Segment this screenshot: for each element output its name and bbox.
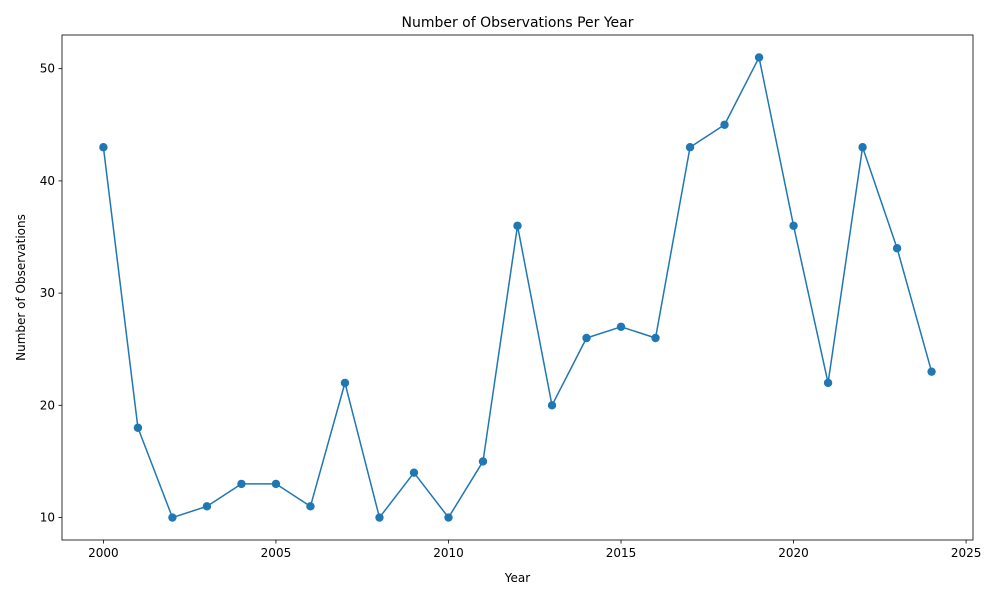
y-tick-label: 30 <box>40 286 55 300</box>
data-point <box>513 221 522 230</box>
data-point <box>547 401 557 410</box>
data-point <box>720 120 729 129</box>
plot-area: 2000 2005 2010 2015 2020 2025 10 20 30 40 50 <box>40 34 982 560</box>
y-axis-title: Number of Observations <box>14 214 28 361</box>
y-tick-label: 50 <box>40 62 55 76</box>
data-point <box>271 479 281 489</box>
data-point <box>789 221 798 230</box>
data-point <box>340 378 350 388</box>
data-point <box>582 333 591 343</box>
y-tick-label: 20 <box>40 398 55 412</box>
data-point <box>616 322 626 331</box>
data-point <box>685 143 695 152</box>
data-point <box>478 457 488 466</box>
x-tick-label: 2005 <box>261 546 292 560</box>
data-point <box>133 423 143 432</box>
data-point <box>927 367 936 376</box>
y-tick-label: 10 <box>40 511 55 525</box>
data-point <box>858 143 867 152</box>
data-point <box>168 513 177 522</box>
data-point <box>237 479 246 489</box>
x-tick-label: 2010 <box>433 546 464 560</box>
chart-title: Number of Observations Per Year <box>401 15 633 31</box>
x-tick-label: 2020 <box>778 546 809 560</box>
data-point <box>306 502 315 511</box>
data-point <box>823 378 833 388</box>
data-point <box>651 333 660 343</box>
y-tick-label: 40 <box>40 174 55 188</box>
data-point <box>444 513 453 522</box>
x-axis-title: Year <box>504 571 530 585</box>
data-point <box>409 468 419 477</box>
data-point <box>202 502 212 511</box>
plot-frame <box>61 34 974 541</box>
series-line <box>102 56 933 519</box>
x-tick-label: 2015 <box>606 546 637 560</box>
data-point <box>99 143 108 152</box>
x-tick-label: 2000 <box>88 546 119 560</box>
data-point <box>375 513 384 522</box>
data-point <box>754 53 764 62</box>
data-point <box>892 244 902 253</box>
x-tick-label: 2025 <box>951 546 982 560</box>
